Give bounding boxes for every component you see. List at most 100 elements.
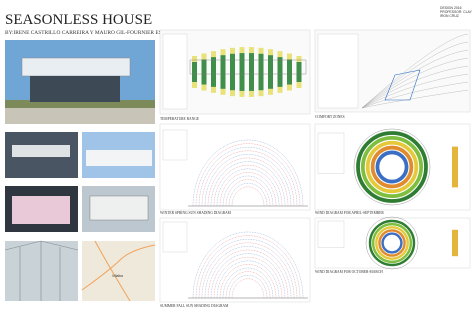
wind-ring xyxy=(371,222,413,264)
bar-scale xyxy=(452,229,458,257)
caption: COMFORT ZONES xyxy=(315,115,345,119)
photo-detail xyxy=(86,150,152,166)
range-core xyxy=(277,57,283,87)
range-core xyxy=(201,59,207,85)
map-label: Villalba xyxy=(112,274,123,278)
caption: WIND DIAGRAM FOR OCTOBER-MARCH xyxy=(315,270,383,274)
bar-scale xyxy=(452,146,458,188)
sun-path xyxy=(213,257,283,299)
sun-path xyxy=(225,271,271,299)
sun-path xyxy=(225,179,271,207)
temperature-chart xyxy=(162,33,307,110)
wind-ring xyxy=(378,229,406,257)
range-core xyxy=(192,62,197,82)
sun-path xyxy=(219,172,277,207)
sun-path xyxy=(207,249,289,299)
sun-diagram xyxy=(162,221,308,299)
sun-path xyxy=(231,186,265,207)
sun-path xyxy=(210,253,286,299)
info: DESIGN 2016 xyxy=(440,6,462,10)
curve xyxy=(361,89,469,109)
terrace xyxy=(5,108,155,124)
range-core xyxy=(211,57,216,87)
title: SEASONLESS HOUSE xyxy=(5,12,152,28)
sun-path xyxy=(216,260,280,299)
curve xyxy=(361,33,469,109)
legend xyxy=(317,220,345,248)
legend xyxy=(162,221,188,253)
caption: SUMMER FALL SUN SHADING DIAGRAM xyxy=(160,304,229,308)
caption: TEMPERATURE RANGE xyxy=(160,117,200,121)
curve xyxy=(361,49,469,109)
sun-path xyxy=(219,264,277,299)
legend xyxy=(162,129,188,161)
psychrometric-chart xyxy=(317,33,469,109)
curve xyxy=(361,81,469,109)
wind-ring xyxy=(370,145,414,189)
comfort-band xyxy=(189,59,307,75)
sun-path xyxy=(228,275,268,299)
curve xyxy=(361,41,469,109)
wind-outline xyxy=(353,128,431,206)
map xyxy=(82,241,155,301)
legend xyxy=(317,33,359,109)
caption: WIND DIAGRAM FOR APRIL-SEPTEMBER xyxy=(315,211,384,215)
sun-path xyxy=(231,278,265,299)
wind-ring xyxy=(375,150,409,184)
subtitle: BY:IRENE CASTRILLO CARREIRA Y MAURO GIL-… xyxy=(5,30,222,36)
sun-path xyxy=(204,246,292,299)
sun-path xyxy=(210,161,286,207)
wind-ring xyxy=(375,226,409,260)
sun-path xyxy=(228,183,268,207)
wind-outline xyxy=(365,216,419,270)
range-core xyxy=(239,53,245,91)
sun-path xyxy=(222,267,274,299)
sun-path xyxy=(222,175,274,207)
range-core xyxy=(258,53,264,91)
wind-ring xyxy=(360,135,424,199)
comfort-zone xyxy=(384,69,421,101)
sun-path xyxy=(201,242,295,299)
photo xyxy=(5,241,78,301)
main-photo xyxy=(5,40,155,124)
range-core xyxy=(230,53,235,91)
sun-path xyxy=(198,239,298,299)
legend xyxy=(162,33,188,110)
sun-path xyxy=(207,157,289,207)
wind-diagram xyxy=(317,128,458,206)
wind-diagram xyxy=(317,216,458,270)
info: PROFESSOR: CLAY xyxy=(440,10,473,14)
legend xyxy=(317,132,345,174)
sun-path xyxy=(195,143,301,207)
sun-path xyxy=(192,139,304,207)
info: IRON CRUZ xyxy=(440,14,459,18)
curve xyxy=(361,57,469,109)
range-core xyxy=(268,55,273,89)
sun-path xyxy=(198,147,298,207)
photo-detail xyxy=(12,196,70,224)
sun-path xyxy=(201,150,295,207)
caption: WINTER SPRING SUN SHADING DIAGRAM xyxy=(160,211,232,215)
sun-path xyxy=(195,235,301,299)
sun-path xyxy=(213,165,283,207)
range-core xyxy=(296,62,302,82)
sun-path xyxy=(192,231,304,299)
sun-path xyxy=(204,154,292,207)
range-core xyxy=(287,59,292,85)
photo-detail xyxy=(12,145,70,157)
wind-ring xyxy=(356,131,428,203)
sun-path xyxy=(216,168,280,207)
curve xyxy=(361,73,469,109)
map-roads xyxy=(81,240,156,302)
wind-ring xyxy=(368,219,416,267)
wind-ring xyxy=(381,232,403,254)
wind-ring xyxy=(365,140,419,194)
upper-floor xyxy=(21,57,131,77)
photo-structure xyxy=(4,240,79,301)
range-core xyxy=(249,53,254,91)
photo-detail xyxy=(89,195,149,221)
lower-floor xyxy=(30,76,120,102)
range-core xyxy=(220,55,226,89)
